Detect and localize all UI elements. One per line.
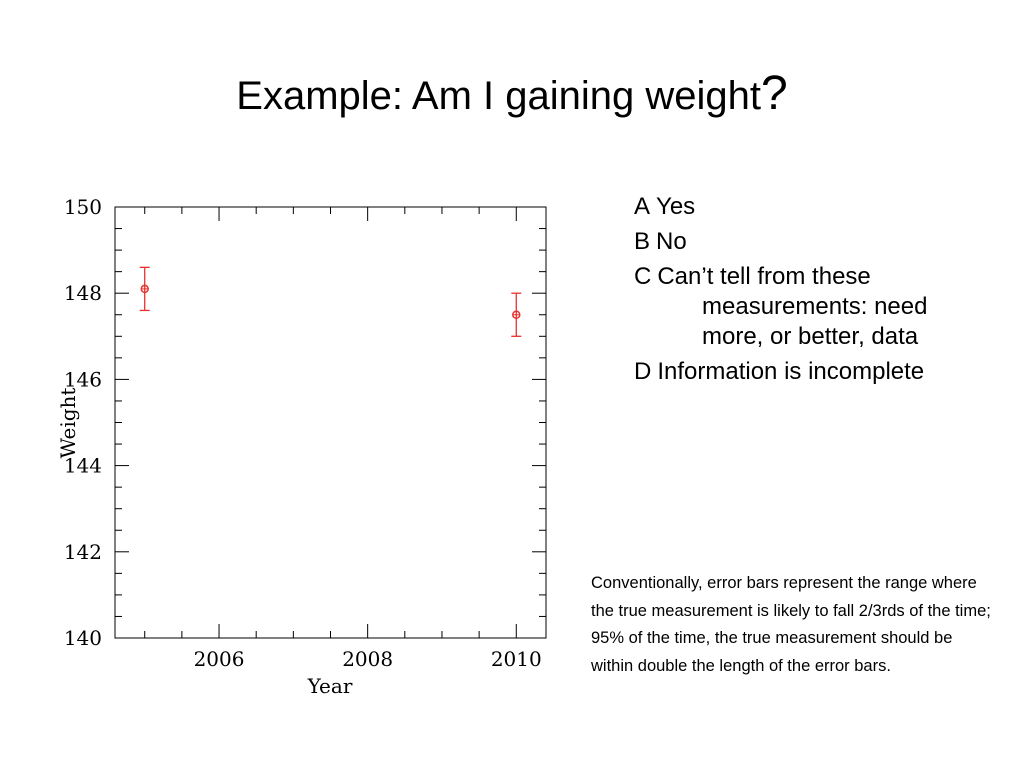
option-d-letter: D	[634, 358, 652, 385]
option-d[interactable]: D Information is incomplete	[634, 357, 974, 387]
y-tick-label: 150	[64, 195, 102, 219]
y-tick-label: 140	[64, 626, 102, 650]
x-tick-label: 2010	[491, 647, 542, 671]
option-a-text: Yes	[656, 193, 696, 220]
minor-ticks	[115, 207, 546, 638]
option-b[interactable]: B No	[634, 227, 974, 257]
y-tick-label: 142	[64, 540, 102, 564]
option-b-letter: B	[634, 228, 651, 255]
error-bar-note: Conventionally, error bars represent the…	[591, 574, 991, 675]
y-tick-label: 144	[64, 454, 102, 478]
option-c[interactable]: C Can’t tell from these measurements: nee…	[634, 262, 974, 352]
option-a[interactable]: A Yes	[634, 192, 974, 222]
major-ticks	[115, 206, 546, 639]
weight-chart: 140 142 144 146 148 150 2006 2008 2010 Year Wei…	[56, 195, 547, 698]
slide-title-text: Example: Am I gaining weight	[236, 74, 762, 118]
x-axis-label: Year	[307, 674, 353, 698]
option-c-letter: C	[634, 263, 652, 290]
data-point	[511, 292, 522, 337]
slide-title-question-mark: ?	[761, 67, 788, 120]
data-point	[139, 266, 150, 312]
y-tick-label: 146	[64, 367, 102, 391]
y-axis-label: Weight	[56, 388, 80, 459]
answer-options: A Yes B No C Can’t tell from these measurem…	[634, 192, 974, 392]
option-d-text: Information is incomplete	[657, 358, 925, 385]
y-tick-labels: 140 142 144 146 148 150	[64, 195, 102, 650]
option-a-letter: A	[634, 193, 651, 220]
x-tick-label: 2008	[342, 647, 393, 671]
option-c-text: Can’t tell from these measurements: need…	[657, 263, 928, 350]
slide-title: Example: Am I gaining weight?	[0, 66, 1024, 121]
plot-frame	[114, 206, 547, 639]
option-b-text: No	[656, 228, 687, 255]
x-tick-label: 2006	[194, 647, 245, 671]
data-points	[139, 266, 522, 337]
y-tick-label: 148	[64, 281, 102, 305]
x-tick-labels: 2006 2008 2010	[194, 647, 542, 671]
